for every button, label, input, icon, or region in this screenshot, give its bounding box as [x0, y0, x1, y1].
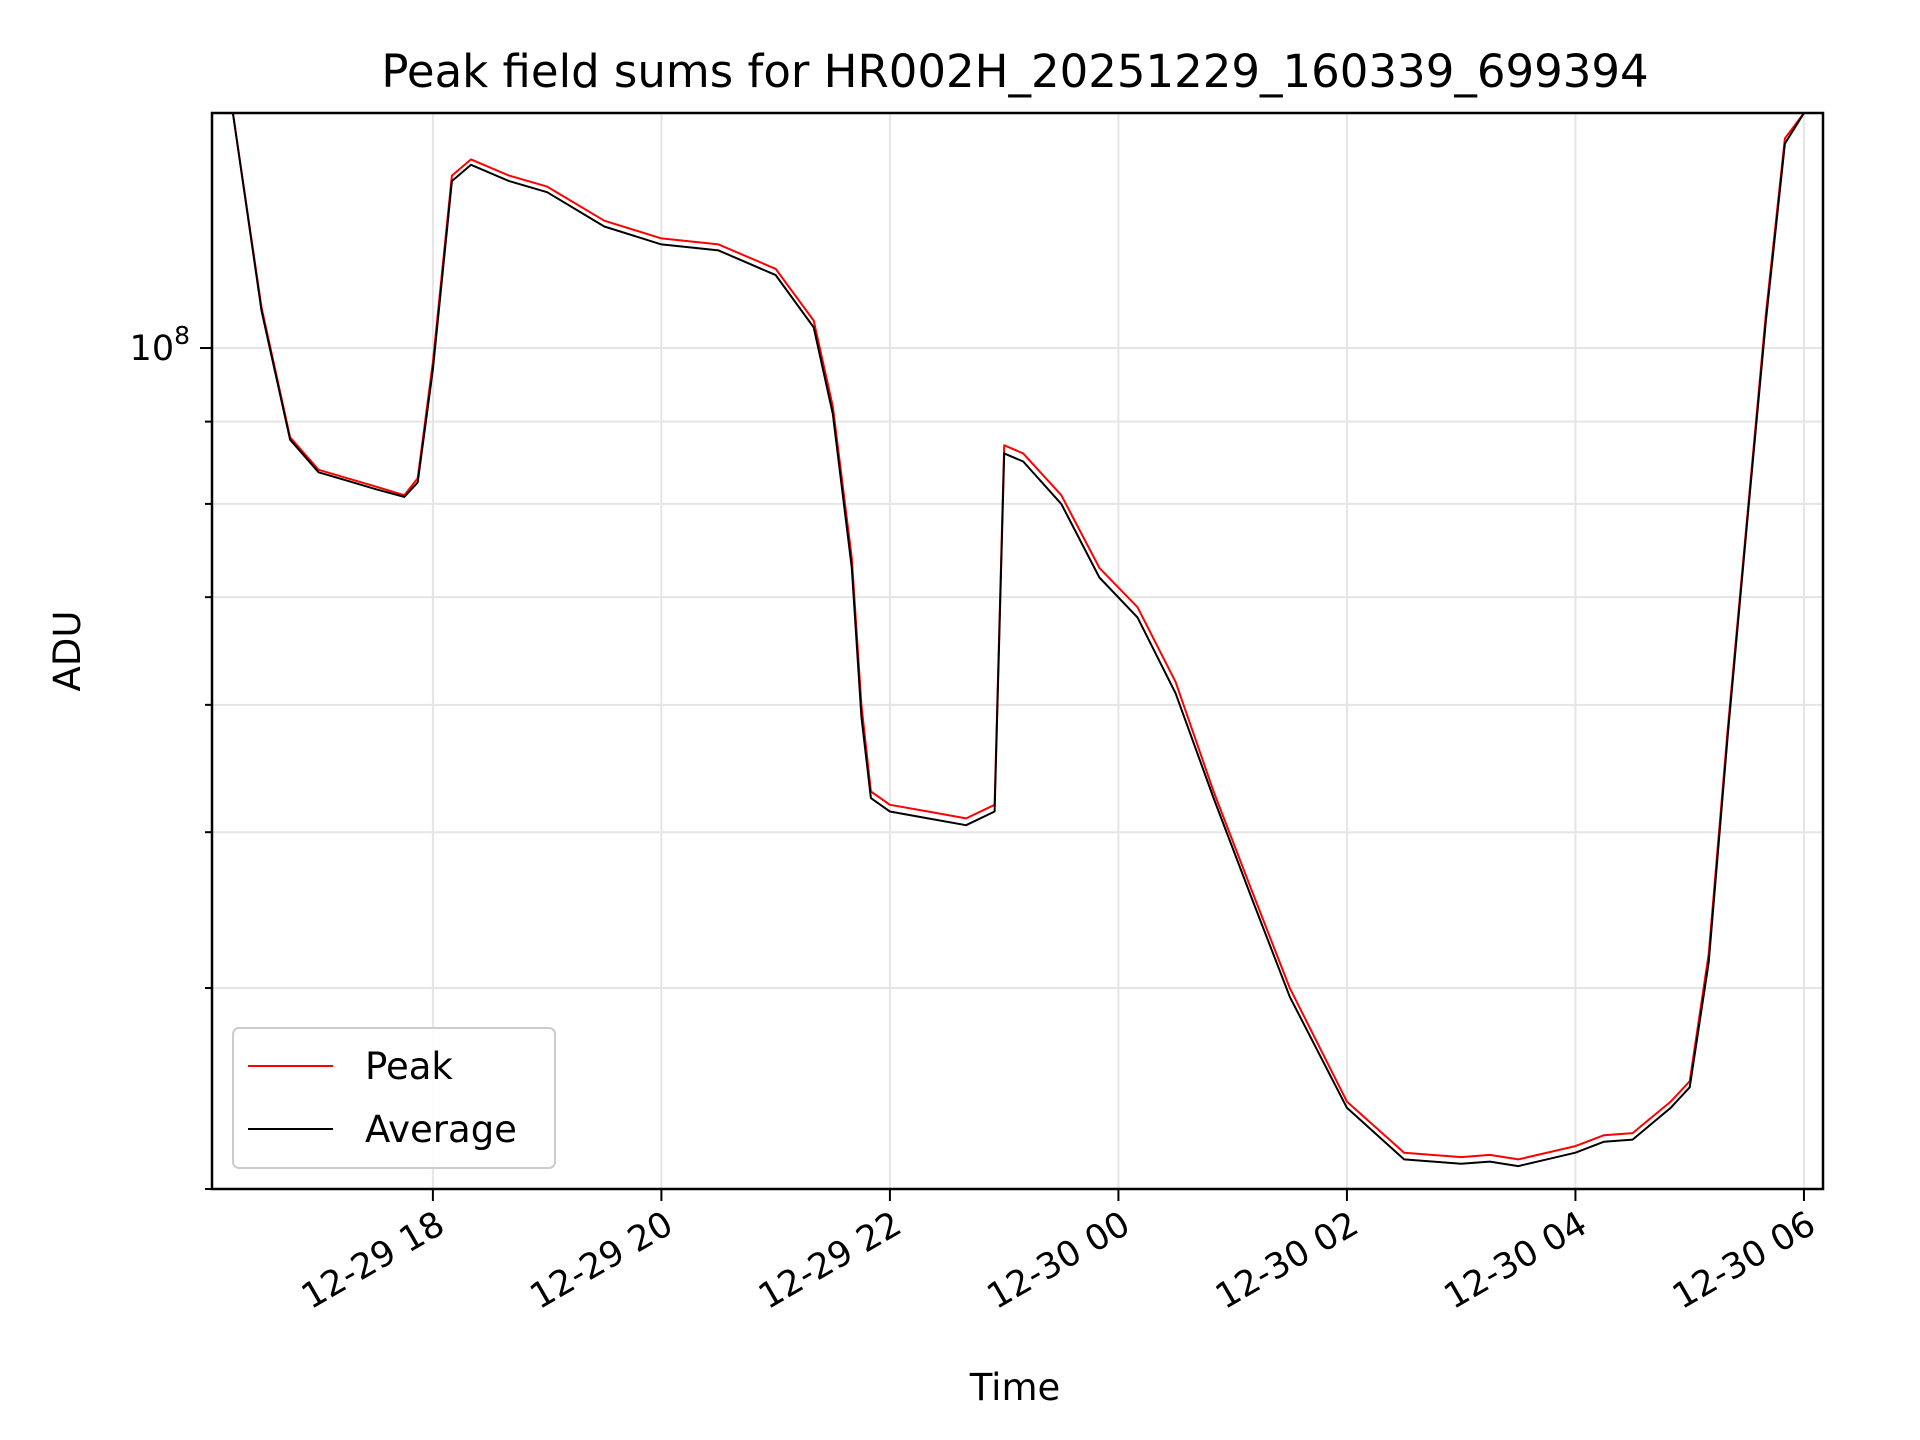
x-tick-label: 12-30 02 — [1209, 1204, 1365, 1317]
x-tick-label: 12-29 20 — [524, 1204, 680, 1317]
y-axis: 108 — [130, 321, 212, 1190]
grid — [212, 113, 1823, 1190]
series-line-average — [231, 113, 1805, 1168]
x-tick-label: 12-30 04 — [1438, 1204, 1594, 1317]
legend-label-average: Average — [365, 1108, 517, 1151]
plot-frame — [210, 111, 1825, 1191]
x-axis: 12-29 18 12-29 20 12-29 22 12-30 00 12-30 02… — [295, 1189, 1822, 1317]
x-axis-label: Time — [969, 1366, 1061, 1409]
x-tick-label: 12-30 00 — [981, 1204, 1137, 1317]
x-tick-label: 12-29 22 — [752, 1204, 908, 1317]
chart-title: Peak field sums for HR002H_20251229_1603… — [381, 45, 1648, 98]
series-layer — [231, 113, 1805, 1168]
x-tick-label: 12-30 06 — [1666, 1204, 1822, 1317]
y-axis-label: ADU — [46, 611, 89, 692]
legend-label-peak: Peak — [365, 1045, 453, 1088]
series-line-peak — [231, 113, 1805, 1161]
y-tick-label: 108 — [130, 321, 190, 369]
legend-box — [232, 1027, 556, 1169]
x-tick-label: 12-29 18 — [295, 1204, 451, 1317]
legend: Peak Average — [232, 1027, 556, 1169]
